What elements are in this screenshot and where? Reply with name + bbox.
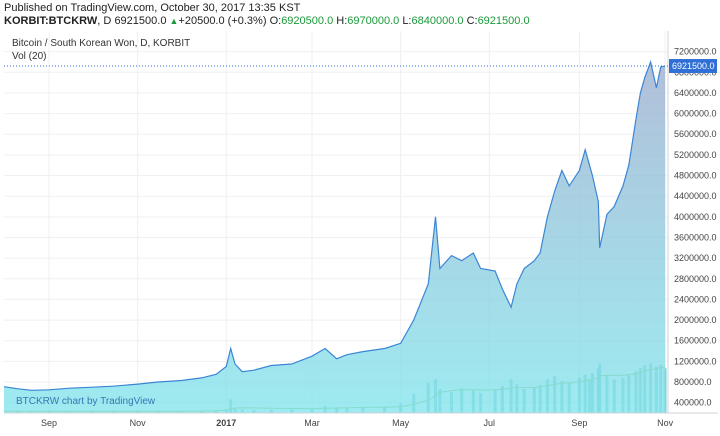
y-tick-label: 4400000.0 — [674, 191, 717, 201]
published-line: Published on TradingView.com, October 30… — [4, 2, 301, 14]
y-tick-label: 6000000.0 — [674, 109, 717, 119]
y-tick-label: 2000000.0 — [674, 315, 717, 325]
y-tick-label: 2400000.0 — [674, 294, 717, 304]
last-price-label: 6921500.0 — [672, 61, 715, 71]
watermark: BTCKRW chart by TradingView — [16, 396, 156, 407]
last-price-badge — [669, 59, 717, 74]
low-key: L: — [402, 15, 412, 27]
up-arrow-icon: ▲ — [169, 16, 179, 26]
ohlc-header: KORBIT:BTCKRW, D 6921500.0 ▲+20500.0 (+0… — [4, 15, 530, 27]
open-value: 6920500.0 — [281, 15, 334, 27]
symbol-label: KORBIT:BTCKRW — [4, 15, 98, 27]
price-chart[interactable]: 400000.0 800000.0 1200000.0 1600000.0 200000… — [4, 31, 718, 433]
y-tick-label: 4800000.0 — [674, 171, 717, 181]
y-tick-label: 5200000.0 — [674, 150, 717, 160]
y-tick-label: 6400000.0 — [674, 88, 717, 98]
x-tick-label: Sep — [571, 418, 587, 428]
y-tick-label: 7200000.0 — [674, 47, 717, 57]
y-tick-label: 800000.0 — [674, 377, 712, 387]
close-value: 6921500.0 — [477, 15, 530, 27]
x-tick-label: Mar — [304, 418, 320, 428]
last-price: 6921500.0 — [114, 15, 167, 27]
y-tick-label: 1600000.0 — [674, 336, 717, 346]
interval-label: D — [103, 15, 112, 27]
header-sep: , — [97, 15, 104, 27]
y-tick-label: 5600000.0 — [674, 129, 717, 139]
price-line — [4, 59, 666, 391]
high-key: H: — [336, 15, 348, 27]
low-value: 6840000.0 — [411, 15, 464, 27]
y-tick-label: 3200000.0 — [674, 253, 717, 263]
x-tick-label: Nov — [130, 418, 147, 428]
axes: 400000.0 800000.0 1200000.0 1600000.0 200000… — [4, 31, 718, 428]
y-tick-label: 3600000.0 — [674, 232, 717, 242]
high-value: 6970000.0 — [347, 15, 400, 27]
x-tick-label: Jul — [484, 418, 496, 428]
y-tick-label: 4000000.0 — [674, 212, 717, 222]
y-tick-label: 1200000.0 — [674, 356, 717, 366]
legend-vol: Vol (20) — [12, 51, 46, 62]
x-tick-label: Sep — [41, 418, 57, 428]
legend-title: Bitcoin / South Korean Won, D, KORBIT — [12, 38, 190, 49]
y-tick-label: 400000.0 — [674, 398, 712, 408]
close-key: C: — [466, 15, 478, 27]
x-tick-label: 2017 — [216, 418, 236, 428]
x-tick-label: Nov — [657, 418, 674, 428]
change-value: +20500.0 (+0.3%) — [178, 15, 267, 27]
y-tick-label: 2800000.0 — [674, 274, 717, 284]
price-area-fill — [4, 62, 666, 413]
open-key: O: — [269, 15, 282, 27]
price-area — [4, 59, 666, 413]
x-tick-label: May — [392, 418, 410, 428]
